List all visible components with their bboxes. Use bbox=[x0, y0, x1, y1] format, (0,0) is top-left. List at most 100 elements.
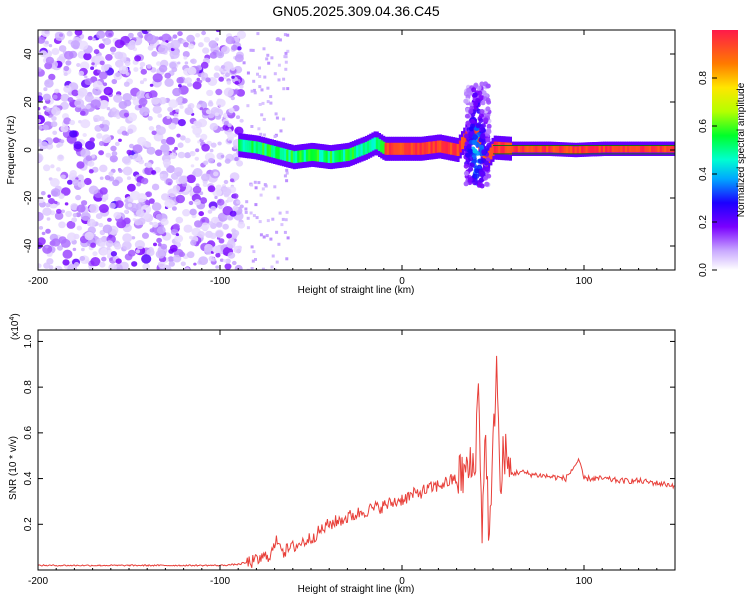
snr-plot-area bbox=[38, 355, 675, 568]
noise-cell bbox=[63, 65, 70, 72]
noise-cell bbox=[123, 99, 132, 107]
x-tick-label: 100 bbox=[576, 576, 593, 587]
noise-cell bbox=[267, 61, 271, 65]
noise-cell bbox=[271, 217, 275, 221]
noise-cell bbox=[38, 125, 43, 130]
noise-cell bbox=[132, 144, 143, 154]
noise-cell bbox=[286, 236, 290, 240]
noise-cell bbox=[60, 93, 70, 102]
noise-cell bbox=[258, 66, 261, 70]
noise-cell bbox=[122, 241, 132, 250]
noise-cell bbox=[38, 226, 44, 230]
noise-cell bbox=[186, 251, 195, 259]
noise-cell bbox=[266, 100, 270, 104]
noise-cell bbox=[282, 87, 286, 91]
burst-cell bbox=[486, 173, 492, 179]
noise-cell bbox=[277, 78, 281, 82]
ridge-cell bbox=[391, 142, 395, 155]
noise-cell bbox=[201, 143, 210, 152]
noise-cell bbox=[131, 96, 137, 101]
ridge-cell bbox=[578, 146, 582, 154]
noise-cell bbox=[157, 113, 163, 118]
ridge-cell bbox=[554, 145, 558, 153]
burst-cell bbox=[479, 81, 485, 87]
noise-cell bbox=[208, 221, 214, 226]
noise-cell bbox=[97, 69, 101, 74]
noise-cell bbox=[230, 66, 236, 71]
ridge-cell bbox=[450, 142, 453, 155]
noise-cell bbox=[154, 166, 161, 173]
noise-cell bbox=[198, 256, 209, 265]
ridge-cell bbox=[268, 144, 272, 157]
noise-cell bbox=[103, 64, 110, 71]
noise-cell bbox=[229, 210, 237, 217]
burst-cell bbox=[472, 158, 478, 164]
noise-cell bbox=[114, 141, 120, 147]
noise-cell bbox=[173, 167, 183, 176]
noise-cell bbox=[250, 267, 254, 270]
noise-cell bbox=[236, 160, 244, 167]
ridge-cell bbox=[428, 141, 432, 154]
noise-cell bbox=[254, 186, 258, 190]
noise-cell bbox=[90, 66, 95, 70]
ridge-cell bbox=[319, 149, 322, 162]
ridge-cell bbox=[533, 145, 536, 153]
noise-cell bbox=[196, 104, 202, 109]
ridge-cell bbox=[517, 145, 521, 153]
noise-cell bbox=[123, 209, 129, 214]
ridge-cell bbox=[574, 146, 578, 154]
noise-cell bbox=[100, 100, 109, 108]
ridge-cell bbox=[655, 145, 659, 153]
noise-cell bbox=[223, 87, 234, 97]
noise-cell bbox=[101, 134, 112, 144]
noise-cell bbox=[108, 32, 112, 37]
noise-cell bbox=[164, 72, 171, 79]
noise-cell bbox=[250, 125, 254, 128]
noise-cell bbox=[73, 141, 83, 150]
noise-cell bbox=[281, 217, 285, 221]
noise-cell bbox=[142, 263, 150, 270]
ridge-cell bbox=[260, 142, 263, 155]
noise-cell bbox=[72, 247, 77, 252]
noise-cell bbox=[246, 226, 250, 230]
ridge-cell bbox=[607, 145, 611, 153]
noise-cell bbox=[182, 209, 191, 217]
noise-cell bbox=[89, 137, 95, 143]
ridge-cell bbox=[371, 138, 375, 151]
noise-cell bbox=[263, 183, 267, 187]
ridge-cell bbox=[613, 145, 617, 153]
ridge-cell bbox=[633, 145, 637, 153]
ridge-cell bbox=[393, 142, 397, 155]
noise-cell bbox=[81, 247, 85, 252]
noise-cell bbox=[155, 126, 166, 136]
noise-cell bbox=[104, 175, 111, 181]
noise-cell bbox=[139, 80, 145, 85]
noise-cell bbox=[256, 32, 260, 36]
noise-cell bbox=[56, 167, 61, 172]
noise-cell bbox=[242, 61, 246, 65]
ridge-cell bbox=[301, 150, 305, 162]
noise-cell bbox=[225, 36, 235, 45]
noise-cell bbox=[109, 155, 118, 163]
colorbar-tick-label: 0.0 bbox=[698, 263, 709, 277]
noise-cell bbox=[201, 218, 206, 223]
noise-cell bbox=[286, 33, 290, 37]
noise-cell bbox=[74, 30, 83, 36]
noise-cell bbox=[136, 182, 142, 187]
noise-cell bbox=[258, 220, 262, 224]
ridge-cell bbox=[262, 143, 266, 156]
noise-cell bbox=[67, 179, 73, 185]
noise-cell bbox=[92, 80, 103, 90]
noise-cell bbox=[244, 207, 248, 211]
ridge-cell bbox=[321, 150, 325, 163]
noise-cell bbox=[198, 100, 203, 105]
ridge-cell bbox=[279, 147, 283, 160]
ridge-cell bbox=[275, 146, 279, 159]
noise-cell bbox=[151, 202, 162, 212]
noise-cell bbox=[195, 148, 200, 153]
noise-cell bbox=[261, 267, 265, 270]
noise-cell bbox=[177, 142, 184, 148]
noise-cell bbox=[46, 217, 51, 221]
noise-cell bbox=[108, 171, 114, 176]
noise-cell bbox=[102, 82, 108, 87]
